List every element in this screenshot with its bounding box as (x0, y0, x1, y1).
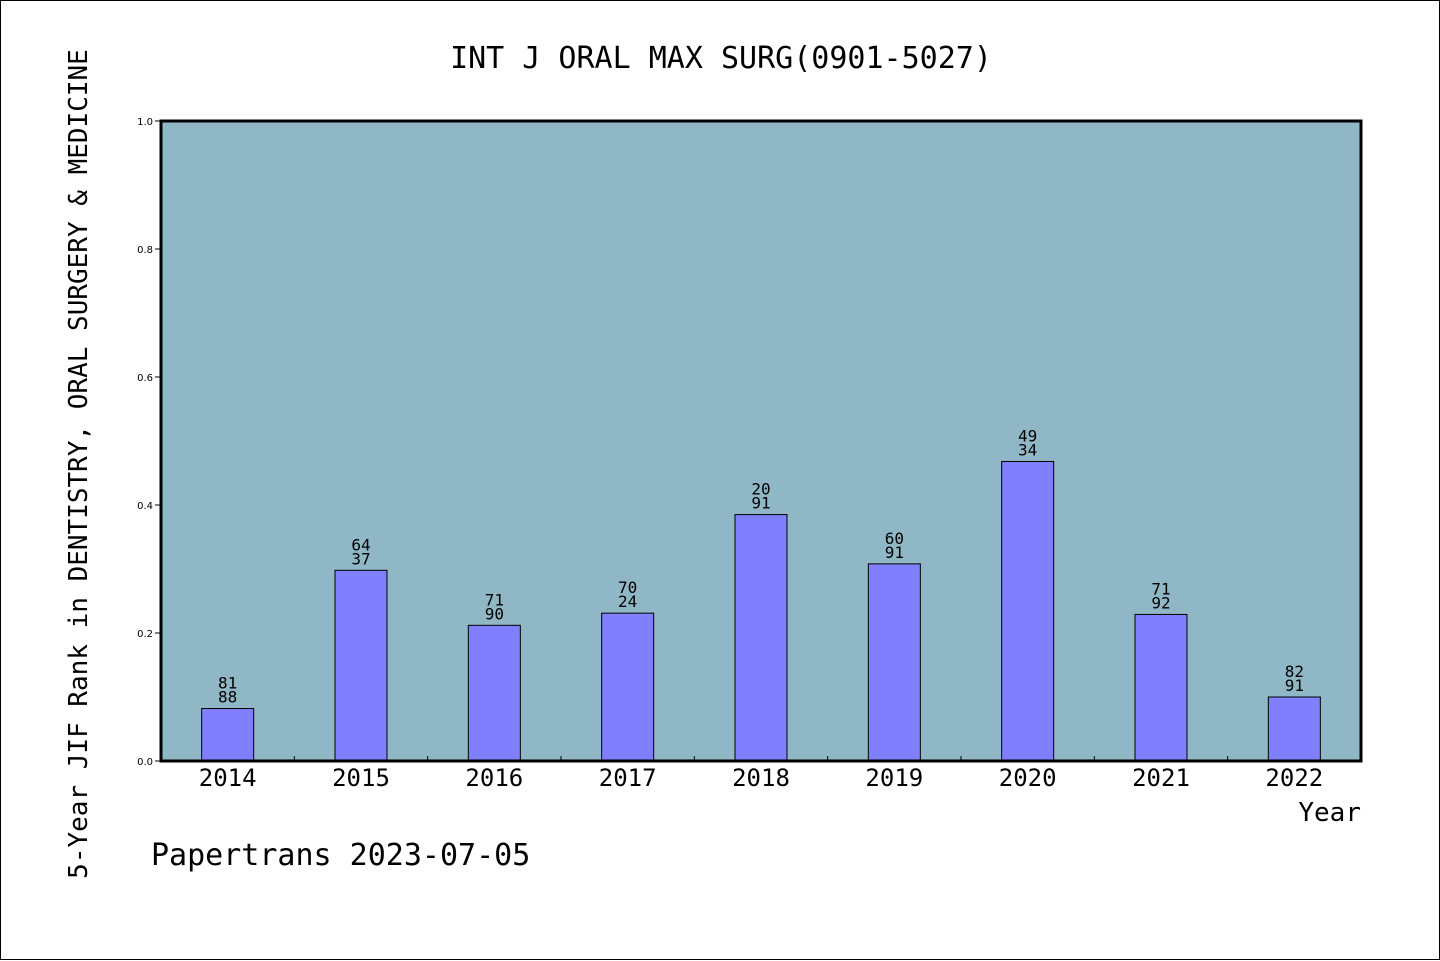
x-tick-label: 2020 (999, 764, 1057, 792)
bar-label-top: 49 (1018, 426, 1037, 445)
bar-label-bottom: 92 (1151, 593, 1170, 612)
bar-2018 (734, 514, 788, 762)
bar-2020 (1001, 460, 1055, 762)
bar-2019 (867, 563, 921, 762)
y-tick-label: 0.0 (137, 757, 153, 768)
x-tick-label: 2021 (1132, 764, 1190, 792)
x-axis: 2014 2015 2016 2017 2018 2019 2020 2021 2022 (199, 756, 1323, 792)
bar-label-top: 71 (1151, 579, 1170, 598)
x-tick-label: 2015 (332, 764, 390, 792)
y-tick-label: 1.0 (137, 117, 153, 128)
x-tick-label: 2019 (865, 764, 923, 792)
x-tick-label: 2022 (1265, 764, 1323, 792)
bar-2022 (1267, 696, 1321, 762)
bar-label-bottom: 88 (218, 688, 237, 707)
bar-label-top: 64 (351, 535, 370, 554)
x-tick-label: 2018 (732, 764, 790, 792)
bar-label-top: 70 (618, 578, 637, 597)
bar-label-bottom: 37 (351, 549, 370, 568)
x-tick-label: 2016 (465, 764, 523, 792)
x-tick-label: 2014 (199, 764, 257, 792)
plot-border (159, 119, 1363, 763)
bar-2015 (334, 569, 388, 762)
bar-2014 (201, 708, 255, 762)
chart-title: INT J ORAL MAX SURG(0901-5027) (450, 41, 992, 76)
bar-2017 (601, 612, 655, 762)
y-axis: 0.0 0.2 0.4 0.6 0.8 1.0 (137, 117, 161, 768)
bar-label-bottom: 91 (1285, 676, 1304, 695)
y-tick-label: 0.8 (137, 245, 153, 256)
bar-label-top: 20 (751, 480, 770, 499)
x-tick-label: 2017 (599, 764, 657, 792)
footer-credit: Papertrans 2023-07-05 (151, 838, 530, 873)
bar-label-top: 60 (885, 529, 904, 548)
x-axis-title: Year (1298, 798, 1361, 828)
bar-2016 (467, 624, 521, 762)
bar-label-bottom: 24 (618, 592, 637, 611)
bar-label-bottom: 91 (751, 494, 770, 513)
y-tick-label: 0.2 (137, 629, 153, 640)
bar-label-top: 81 (218, 674, 237, 693)
bar-label-top: 82 (1285, 662, 1304, 681)
bar-label-bottom: 90 (485, 604, 504, 623)
bar-label-top: 71 (485, 590, 504, 609)
bar-2021 (1134, 613, 1188, 762)
y-tick-label: 0.4 (137, 501, 153, 512)
y-axis-title: 5-Year JIF Rank in DENTISTRY, ORAL SURGE… (64, 49, 94, 879)
bar-label-bottom: 91 (885, 543, 904, 562)
bar-label-bottom: 34 (1018, 440, 1037, 459)
y-tick-label: 0.6 (137, 373, 153, 384)
